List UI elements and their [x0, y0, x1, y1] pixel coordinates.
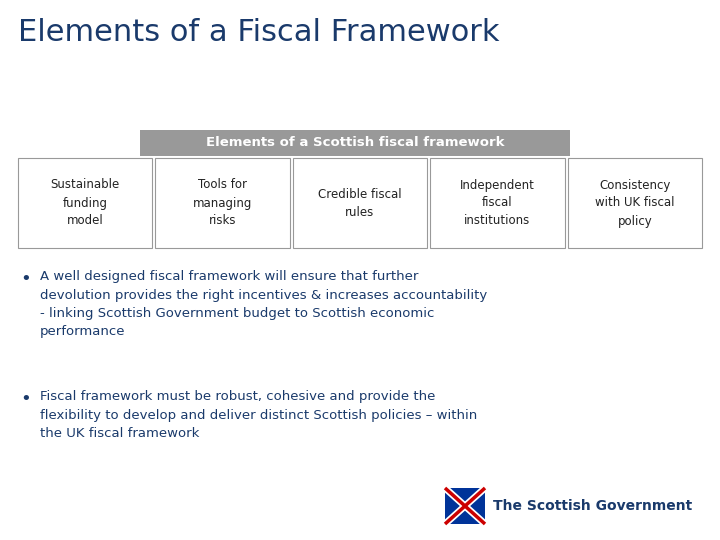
FancyBboxPatch shape: [293, 158, 427, 248]
FancyBboxPatch shape: [567, 158, 702, 248]
FancyBboxPatch shape: [431, 158, 564, 248]
Text: •: •: [21, 390, 32, 408]
Text: A well designed fiscal framework will ensure that further
devolution provides th: A well designed fiscal framework will en…: [40, 270, 487, 339]
FancyBboxPatch shape: [18, 158, 153, 248]
Text: Elements of a Scottish fiscal framework: Elements of a Scottish fiscal framework: [206, 137, 504, 150]
Text: Tools for
managing
risks: Tools for managing risks: [193, 179, 252, 227]
Text: Credible fiscal
rules: Credible fiscal rules: [318, 187, 402, 219]
FancyBboxPatch shape: [156, 158, 289, 248]
Text: Independent
fiscal
institutions: Independent fiscal institutions: [460, 179, 535, 227]
Text: •: •: [21, 270, 32, 288]
FancyBboxPatch shape: [445, 488, 485, 524]
Text: Elements of a Fiscal Framework: Elements of a Fiscal Framework: [18, 18, 500, 47]
Text: Consistency
with UK fiscal
policy: Consistency with UK fiscal policy: [595, 179, 675, 227]
Text: Fiscal framework must be robust, cohesive and provide the
flexibility to develop: Fiscal framework must be robust, cohesiv…: [40, 390, 477, 440]
Text: The Scottish Government: The Scottish Government: [493, 499, 692, 513]
FancyBboxPatch shape: [140, 130, 570, 156]
Text: Sustainable
funding
model: Sustainable funding model: [50, 179, 120, 227]
